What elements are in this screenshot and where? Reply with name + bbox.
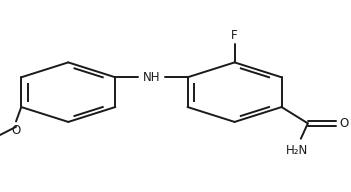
Text: O: O [339,117,349,130]
Text: NH: NH [143,71,160,84]
Text: O: O [11,124,21,137]
Text: H₂N: H₂N [286,144,309,156]
Text: F: F [231,29,238,42]
